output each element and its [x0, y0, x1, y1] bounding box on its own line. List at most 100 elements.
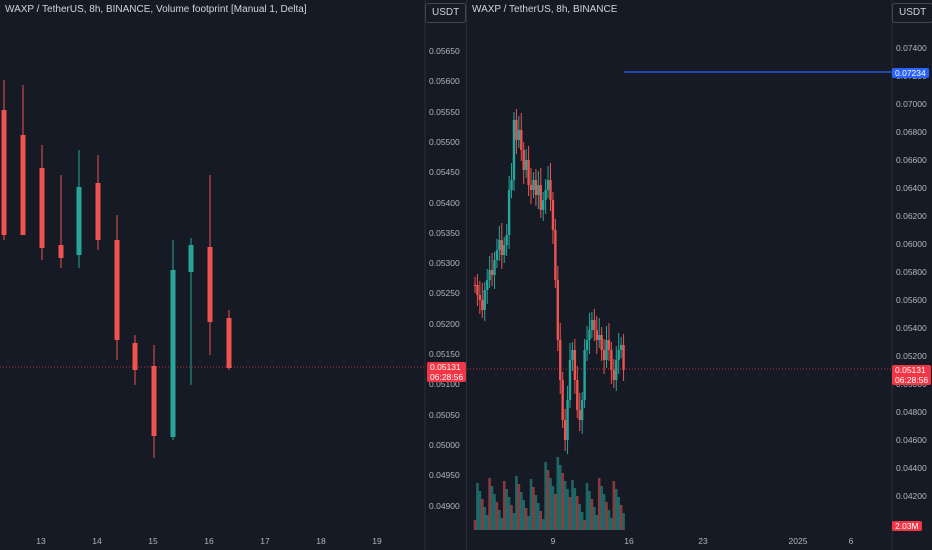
right-candle-body: [495, 250, 499, 260]
volume-bar: [507, 497, 511, 530]
right-candle-body: [605, 340, 608, 360]
horizontal-line-price-tag: 0.07234: [892, 68, 929, 78]
volume-bar: [600, 486, 603, 530]
right-candle-body: [554, 230, 557, 280]
left-price-label: 0.05000: [429, 439, 460, 450]
right-candle-body: [561, 380, 564, 420]
volume-bar: [546, 470, 550, 530]
left-time-label: 16: [204, 536, 214, 546]
right-candle-body: [515, 120, 518, 140]
right-candle-body: [580, 400, 584, 420]
right-candle-body: [537, 185, 540, 195]
right-candle-body: [534, 180, 538, 195]
left-candle-body: [114, 240, 120, 340]
right-candle-body: [498, 240, 501, 250]
left-time-label: 13: [36, 536, 46, 546]
volume-bar: [534, 495, 538, 530]
volume-bar: [551, 486, 555, 530]
right-candle-body: [510, 180, 513, 190]
volume-tag: 2.03M: [892, 521, 922, 531]
left-chart-pane[interactable]: WAXP / TetherUS, 8h, BINANCE, Volume foo…: [0, 0, 467, 550]
right-candlestick-chart[interactable]: [467, 0, 932, 550]
left-price-label: 0.05550: [429, 106, 460, 117]
right-time-label: 2025: [788, 536, 808, 546]
volume-bar: [602, 494, 606, 530]
left-price-label: 0.05600: [429, 76, 460, 87]
left-candle-body: [95, 183, 101, 240]
volume-bar: [537, 503, 540, 530]
right-chart-title: WAXP / TetherUS, 8h, BINANCE: [472, 4, 618, 15]
right-currency-button[interactable]: USDT: [892, 3, 932, 23]
left-time-label: 14: [92, 536, 102, 546]
right-candle-body: [563, 420, 567, 440]
left-candle-body: [151, 366, 157, 436]
volume-bar: [614, 489, 618, 530]
volume-bar: [607, 510, 611, 530]
left-price-label: 0.05450: [429, 167, 460, 178]
left-price-label: 0.05150: [429, 349, 460, 359]
volume-bar: [585, 483, 589, 530]
right-candle-body: [520, 130, 523, 150]
volume-bar: [595, 515, 599, 530]
left-price-label: 0.05050: [429, 409, 460, 420]
right-countdown: 06:28:56: [895, 375, 929, 385]
volume-bar: [522, 500, 526, 530]
right-candle-body: [622, 345, 625, 370]
right-candle-body: [544, 190, 547, 200]
volume-bar: [573, 488, 577, 530]
right-candle-body: [503, 245, 506, 255]
right-price-label: 0.07400: [896, 43, 927, 53]
volume-bar: [593, 507, 596, 530]
volume-bar: [488, 478, 491, 530]
left-candle-body: [170, 270, 176, 437]
volume-bar: [519, 492, 523, 530]
volume-bar: [544, 462, 547, 530]
volume-bar: [512, 513, 516, 530]
volume-bar: [524, 508, 528, 530]
right-candle-body: [578, 410, 581, 420]
left-currency-button[interactable]: USDT: [425, 3, 467, 23]
left-price-label: 0.05400: [429, 197, 460, 208]
right-candle-body: [595, 330, 598, 340]
right-time-label: 23: [698, 536, 708, 546]
right-price-label: 0.05200: [896, 351, 927, 361]
volume-bar: [617, 497, 620, 530]
left-price-label: 0.05200: [429, 318, 460, 329]
left-current-price: 0.05131: [430, 362, 461, 372]
left-price-label: 0.05650: [429, 46, 460, 56]
volume-bar: [473, 520, 477, 530]
left-footprint-chart[interactable]: [0, 0, 466, 550]
right-candle-body: [522, 150, 525, 170]
right-candle-body: [583, 350, 586, 400]
volume-bar: [527, 516, 530, 530]
volume-bar: [563, 481, 567, 530]
right-candle-body: [546, 180, 550, 190]
volume-bar: [505, 489, 508, 530]
right-time-label: 16: [624, 536, 634, 546]
volume-bar: [500, 518, 504, 530]
volume-bar: [583, 520, 586, 530]
volume-bar: [566, 489, 569, 530]
volume-bar: [619, 505, 623, 530]
right-candle-body: [573, 350, 577, 380]
right-price-label: 0.04200: [896, 491, 927, 501]
volume-bar: [495, 502, 499, 530]
left-countdown: 06:28:56: [430, 372, 464, 382]
left-current-price-tag: 0.05131 06:28:56: [427, 362, 467, 382]
volume-bar: [517, 484, 521, 530]
right-chart-pane[interactable]: WAXP / TetherUS, 8h, BINANCE USDT 0.0740…: [466, 0, 932, 550]
right-candle-body: [571, 350, 574, 360]
left-time-label: 15: [148, 536, 158, 546]
right-candle-body: [590, 320, 594, 330]
right-candle-body: [556, 280, 560, 340]
right-candle-body: [539, 185, 542, 210]
volume-bar: [481, 499, 484, 530]
volume-bar: [539, 511, 543, 530]
volume-bar: [510, 505, 513, 530]
right-candle-body: [568, 360, 572, 400]
right-candle-body: [566, 400, 569, 440]
right-price-label: 0.05600: [896, 295, 927, 305]
volume-bar: [571, 480, 574, 530]
right-price-label: 0.04400: [896, 463, 927, 473]
left-candle-body: [226, 318, 232, 368]
